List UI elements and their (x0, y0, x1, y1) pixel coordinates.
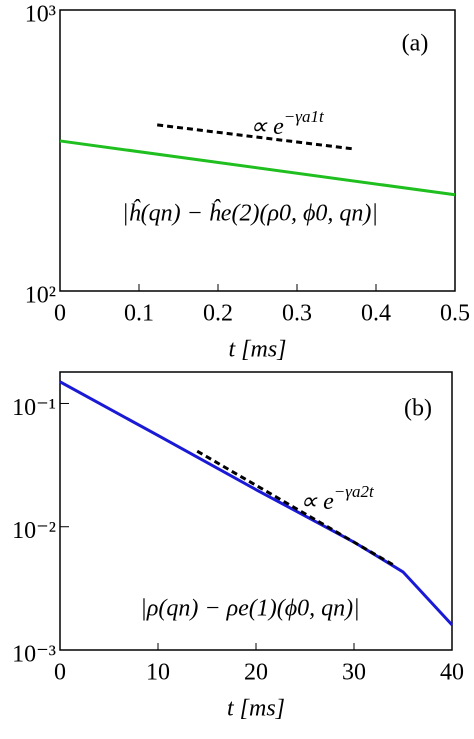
slope-annotation: ∝ e−γa2t (300, 482, 375, 515)
plot-frame (59, 9, 456, 292)
line-series (59, 139, 456, 197)
x-tick-label: 0.4 (361, 301, 391, 327)
x-tick-label: 0.1 (124, 301, 154, 327)
line-series (156, 123, 355, 151)
x-tick-label: 0.5 (440, 301, 470, 327)
slope-base: ∝ e (250, 114, 284, 140)
x-axis-label: t [ms] (227, 696, 285, 722)
y-tick-label: 10⁻² (12, 518, 56, 544)
x-tick-label: 10 (146, 660, 170, 686)
curve-annotation: |ρ(qn) − ρe(1)(ϕ0, qn)| (140, 596, 359, 622)
y-tick-label: 10² (25, 283, 56, 309)
x-tick-label: 40 (440, 660, 464, 686)
slope-exponent: −γa2t (334, 482, 375, 501)
x-tick-label: 0.3 (282, 301, 312, 327)
x-axis-label: t [ms] (228, 337, 286, 363)
slope-base: ∝ e (300, 489, 334, 515)
x-tick-label: 0 (54, 660, 66, 686)
line-series (59, 380, 454, 626)
y-tick-label: 10³ (25, 2, 56, 28)
x-tick-label: 30 (342, 660, 366, 686)
slope-exponent: −γa1t (284, 107, 325, 126)
x-tick-label: 20 (244, 660, 268, 686)
panel-label: (b) (404, 396, 432, 422)
line-series (196, 449, 396, 568)
y-tick-label: 10⁻³ (12, 642, 56, 668)
curve-annotation: |ĥ(qn) − ĥe(2)(ρ0, ϕ0, qn)| (122, 200, 378, 227)
y-tick-label: 10⁻¹ (12, 395, 56, 421)
x-tick-label: 0 (54, 301, 66, 327)
x-tick-label: 0.2 (203, 301, 233, 327)
panel-label: (a) (402, 31, 429, 57)
slope-annotation: ∝ e−γa1t (250, 107, 325, 140)
